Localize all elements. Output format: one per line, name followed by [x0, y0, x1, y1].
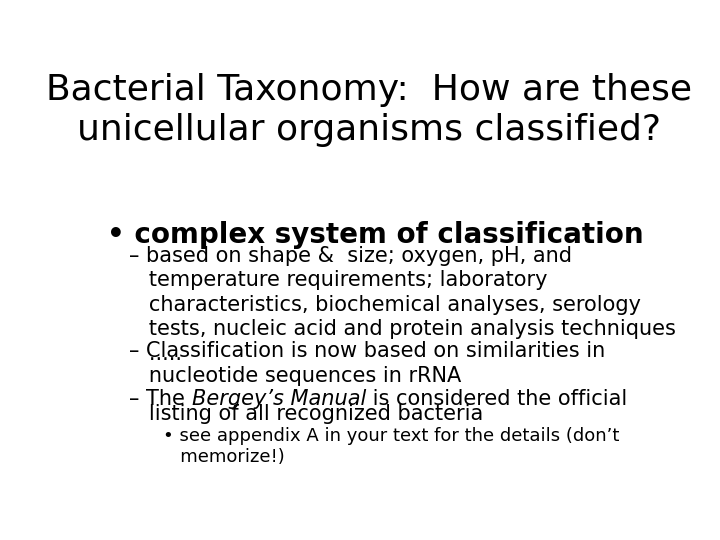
Text: • complex system of classification: • complex system of classification [107, 221, 644, 249]
Text: – based on shape &  size; oxygen, pH, and
   temperature requirements; laborator: – based on shape & size; oxygen, pH, and… [129, 246, 676, 363]
Text: is considered the official: is considered the official [366, 389, 627, 409]
Text: Bacterial Taxonomy:  How are these
unicellular organisms classified?: Bacterial Taxonomy: How are these unicel… [46, 73, 692, 146]
Text: listing of all recognized bacteria: listing of all recognized bacteria [129, 404, 483, 424]
Text: Bergey’s Manual: Bergey’s Manual [192, 389, 366, 409]
Text: – Classification is now based on similarities in
   nucleotide sequences in rRNA: – Classification is now based on similar… [129, 341, 606, 386]
Text: – The: – The [129, 389, 192, 409]
Text: • see appendix A in your text for the details (don’t
   memorize!): • see appendix A in your text for the de… [163, 427, 619, 467]
